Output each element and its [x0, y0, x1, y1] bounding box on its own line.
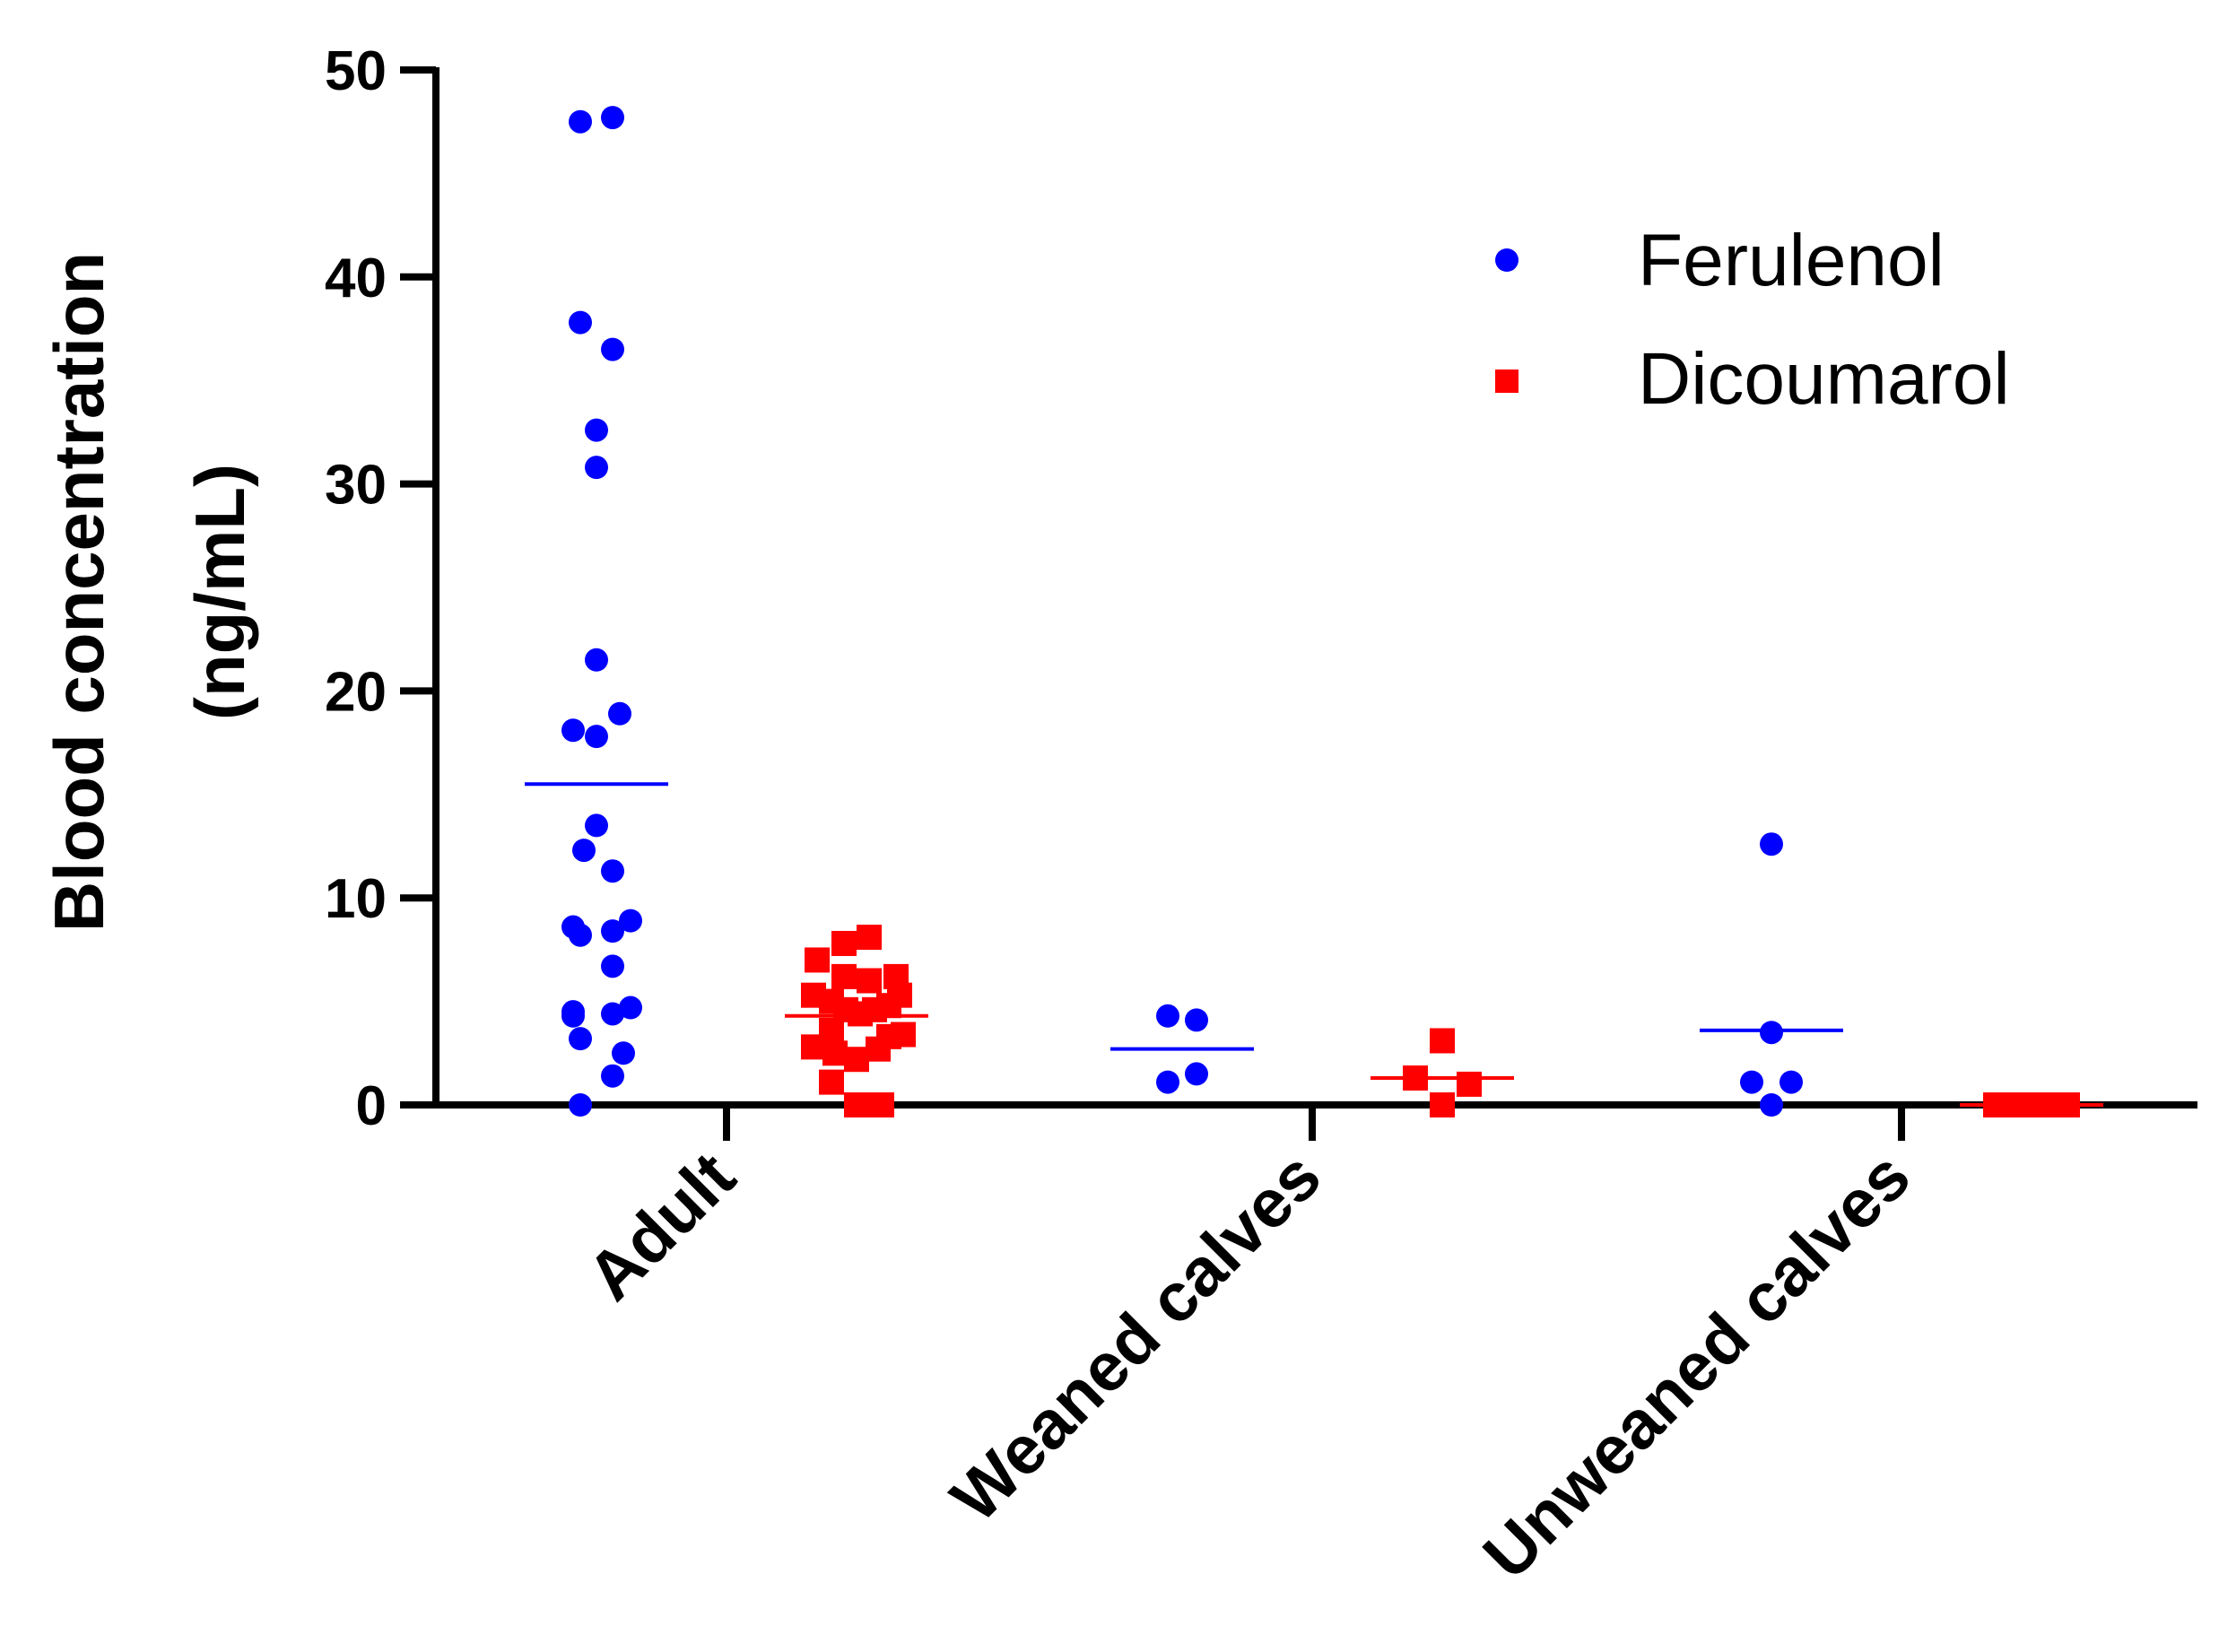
- data-point-ferulenol: [1760, 1021, 1783, 1045]
- data-point-ferulenol: [1740, 1070, 1763, 1094]
- x-tick-label: Adult: [573, 1138, 750, 1315]
- data-point-dicoumarol: [844, 1092, 869, 1117]
- y-axis-title: Blood concentration (ng/mL): [39, 252, 259, 932]
- data-point-ferulenol: [572, 839, 596, 863]
- data-point-ferulenol: [1156, 1004, 1179, 1028]
- data-point-dicoumarol: [1430, 1028, 1455, 1054]
- data-point-ferulenol: [619, 909, 642, 933]
- data-point-dicoumarol: [891, 1022, 916, 1048]
- y-tick-label: 20: [325, 661, 387, 723]
- data-point-ferulenol: [585, 725, 608, 749]
- data-point-ferulenol: [601, 919, 624, 943]
- data-point-dicoumarol: [1430, 1092, 1455, 1117]
- data-point-dicoumarol: [805, 947, 830, 973]
- data-point-ferulenol: [1185, 1062, 1208, 1086]
- data-point-ferulenol: [569, 923, 592, 947]
- y-axis-title-line-1: Blood concentration: [39, 252, 118, 932]
- data-point-ferulenol: [612, 1041, 635, 1065]
- data-point-dicoumarol: [801, 1034, 826, 1060]
- legend-marker-dicoumarol: [1495, 370, 1518, 393]
- x-axis: Adult Weaned calves Unweaned calves: [432, 1101, 2197, 1594]
- data-point-ferulenol: [608, 701, 631, 726]
- data-point-ferulenol: [561, 1004, 585, 1028]
- legend: Ferulenol Dicoumarol: [1495, 220, 2010, 420]
- data-point-ferulenol: [601, 1002, 624, 1026]
- data-point-ferulenol: [601, 337, 624, 361]
- data-point-ferulenol: [601, 859, 624, 883]
- data-point-ferulenol: [585, 648, 608, 672]
- data-point-dicoumarol: [1457, 1071, 1482, 1097]
- legend-label-dicoumarol: Dicoumarol: [1638, 338, 2010, 420]
- data-point-ferulenol: [619, 996, 642, 1020]
- plot-marks: [525, 106, 2103, 1117]
- data-point-ferulenol: [1185, 1008, 1208, 1032]
- legend-marker-ferulenol: [1495, 248, 1518, 272]
- data-point-ferulenol: [569, 109, 592, 134]
- y-tick-label: 0: [356, 1075, 387, 1137]
- data-point-dicoumarol: [844, 1047, 869, 1073]
- data-point-ferulenol: [561, 718, 585, 743]
- x-tick-label: Weaned calves: [937, 1138, 1336, 1536]
- data-point-dicoumarol: [822, 1040, 848, 1066]
- data-point-dicoumarol: [857, 925, 882, 951]
- y-tick-label: 40: [325, 248, 387, 309]
- y-tick-label: 30: [325, 455, 387, 517]
- data-point-dicoumarol: [869, 1092, 894, 1117]
- data-point-dicoumarol: [887, 982, 912, 1008]
- data-point-dicoumarol: [831, 930, 857, 956]
- data-point-ferulenol: [585, 456, 608, 480]
- data-point-ferulenol: [601, 106, 624, 130]
- y-tick-label: 10: [325, 868, 387, 930]
- y-axis: 0 10 20 30 40 50: [325, 40, 439, 1137]
- data-point-ferulenol: [569, 1027, 592, 1051]
- data-point-dicoumarol: [2055, 1092, 2080, 1117]
- data-point-dicoumarol: [1403, 1065, 1428, 1091]
- data-point-ferulenol: [585, 813, 608, 838]
- legend-label-ferulenol: Ferulenol: [1638, 220, 1945, 301]
- data-point-dicoumarol: [857, 968, 882, 994]
- data-point-dicoumarol: [866, 1036, 891, 1062]
- x-tick-label: Unweaned calves: [1469, 1138, 1925, 1594]
- data-point-dicoumarol: [819, 1069, 844, 1095]
- data-point-ferulenol: [601, 1064, 624, 1088]
- y-axis-title-line-2: (ng/mL): [180, 464, 259, 720]
- data-point-ferulenol: [1760, 1093, 1783, 1117]
- data-point-ferulenol: [585, 418, 608, 442]
- data-point-ferulenol: [1760, 832, 1783, 856]
- data-point-ferulenol: [601, 954, 624, 978]
- data-point-ferulenol: [1156, 1070, 1179, 1094]
- y-tick-label: 50: [325, 40, 387, 102]
- data-point-ferulenol: [1780, 1070, 1803, 1094]
- data-point-ferulenol: [569, 1093, 592, 1117]
- data-point-dicoumarol: [831, 963, 857, 989]
- data-point-ferulenol: [569, 310, 592, 335]
